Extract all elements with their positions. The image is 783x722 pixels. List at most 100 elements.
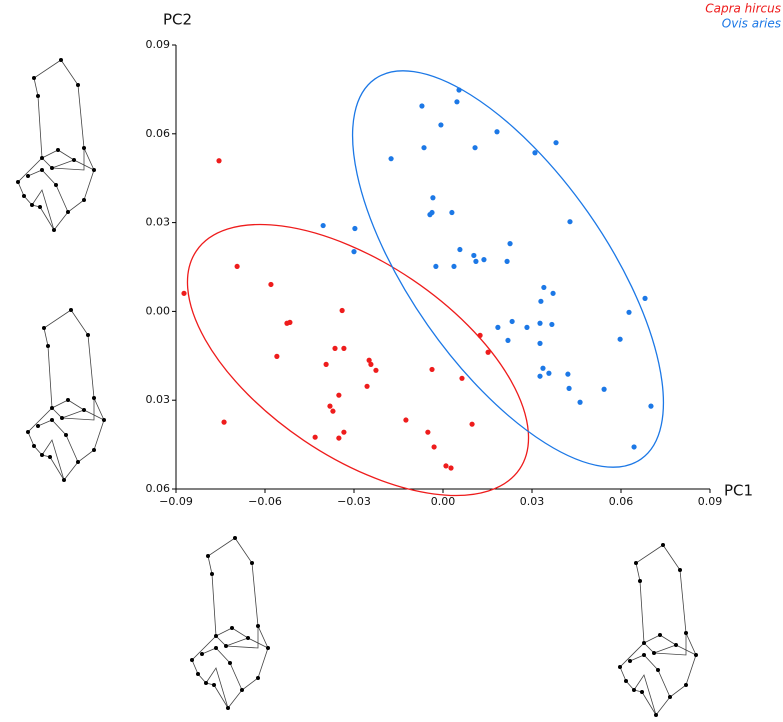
- data-point: [327, 404, 332, 409]
- data-point: [495, 325, 500, 330]
- data-point: [549, 322, 554, 327]
- data-point: [577, 400, 582, 405]
- data-point: [618, 337, 623, 342]
- y-tick-label: 0.06: [146, 127, 171, 140]
- data-point: [546, 371, 551, 376]
- data-point: [505, 338, 510, 343]
- data-point: [352, 226, 357, 231]
- data-point: [494, 129, 499, 134]
- data-point: [268, 282, 273, 287]
- data-point: [235, 264, 240, 269]
- data-point: [368, 362, 373, 367]
- data-point: [421, 145, 426, 150]
- data-point: [449, 210, 454, 215]
- data-point: [330, 409, 335, 414]
- data-point: [631, 444, 636, 449]
- data-point: [448, 465, 453, 470]
- data-point: [332, 346, 337, 351]
- y-tick-label: 0.06: [146, 482, 171, 495]
- data-point: [541, 285, 546, 290]
- shape-diagram: [190, 536, 270, 710]
- x-tick-label: 0.00: [431, 495, 456, 508]
- x-tick-label: 0.09: [698, 495, 723, 508]
- data-point: [504, 259, 509, 264]
- data-point: [648, 404, 653, 409]
- x-tick-label: −0.09: [159, 495, 193, 508]
- data-point: [216, 158, 221, 163]
- data-point: [642, 296, 647, 301]
- data-point: [341, 346, 346, 351]
- data-point: [532, 150, 537, 155]
- y-tick-label: 0.00: [146, 304, 171, 317]
- x-tick-label: −0.03: [337, 495, 371, 508]
- data-point: [477, 333, 482, 338]
- data-point: [438, 122, 443, 127]
- y-tick-label: 0.03: [146, 216, 171, 229]
- data-point: [459, 376, 464, 381]
- data-point: [443, 463, 448, 468]
- chart: PC2 PC1 −0.09 −0.06 −0.03 0.00 0.03 0.06 0.09 0…: [0, 0, 783, 722]
- data-point: [537, 374, 542, 379]
- data-point: [321, 223, 326, 228]
- data-point: [524, 325, 529, 330]
- data-point: [429, 367, 434, 372]
- data-point: [565, 372, 570, 377]
- data-point: [537, 341, 542, 346]
- shape-diagram: [16, 58, 96, 232]
- data-point: [538, 299, 543, 304]
- data-point: [457, 247, 462, 252]
- data-point: [553, 140, 558, 145]
- data-point: [340, 308, 345, 313]
- y-axis-label: PC2: [163, 11, 192, 29]
- confidence-ellipse: [142, 171, 574, 550]
- shape-diagram: [26, 308, 106, 482]
- data-point: [221, 420, 226, 425]
- data-point: [510, 319, 515, 324]
- data-point: [274, 354, 279, 359]
- data-point: [364, 384, 369, 389]
- y-tick-label: 0.09: [146, 38, 171, 51]
- legend-entry: Ovis aries: [722, 17, 781, 31]
- data-point: [432, 444, 437, 449]
- data-point: [566, 386, 571, 391]
- data-point: [373, 368, 378, 373]
- data-point: [471, 253, 476, 258]
- data-point: [341, 430, 346, 435]
- x-axis-label: PC1: [724, 482, 753, 500]
- data-point: [481, 257, 486, 262]
- data-point: [537, 321, 542, 326]
- data-point: [181, 291, 186, 296]
- data-point: [472, 145, 477, 150]
- data-point: [507, 241, 512, 246]
- data-point: [287, 320, 292, 325]
- shape-diagram: [618, 543, 698, 717]
- data-point: [540, 366, 545, 371]
- data-point: [351, 249, 356, 254]
- data-point: [419, 103, 424, 108]
- y-tick-label: 0.03: [146, 393, 171, 406]
- data-point: [550, 291, 555, 296]
- data-point: [626, 310, 631, 315]
- data-point: [567, 219, 572, 224]
- data-point: [403, 417, 408, 422]
- legend-entry: Capra hircus: [705, 2, 781, 16]
- data-point: [313, 435, 318, 440]
- x-tick-label: 0.06: [609, 495, 634, 508]
- data-point: [324, 362, 329, 367]
- data-point: [336, 435, 341, 440]
- data-point: [456, 87, 461, 92]
- confidence-ellipse: [295, 23, 722, 516]
- data-point: [473, 259, 478, 264]
- data-point: [336, 393, 341, 398]
- data-point: [388, 156, 393, 161]
- data-point: [485, 350, 490, 355]
- x-tick-label: 0.03: [520, 495, 545, 508]
- data-point: [425, 430, 430, 435]
- data-point: [469, 422, 474, 427]
- x-tick-label: −0.06: [248, 495, 282, 508]
- data-point: [427, 212, 432, 217]
- data-point: [601, 387, 606, 392]
- data-point: [433, 264, 438, 269]
- data-point: [451, 264, 456, 269]
- data-point: [430, 195, 435, 200]
